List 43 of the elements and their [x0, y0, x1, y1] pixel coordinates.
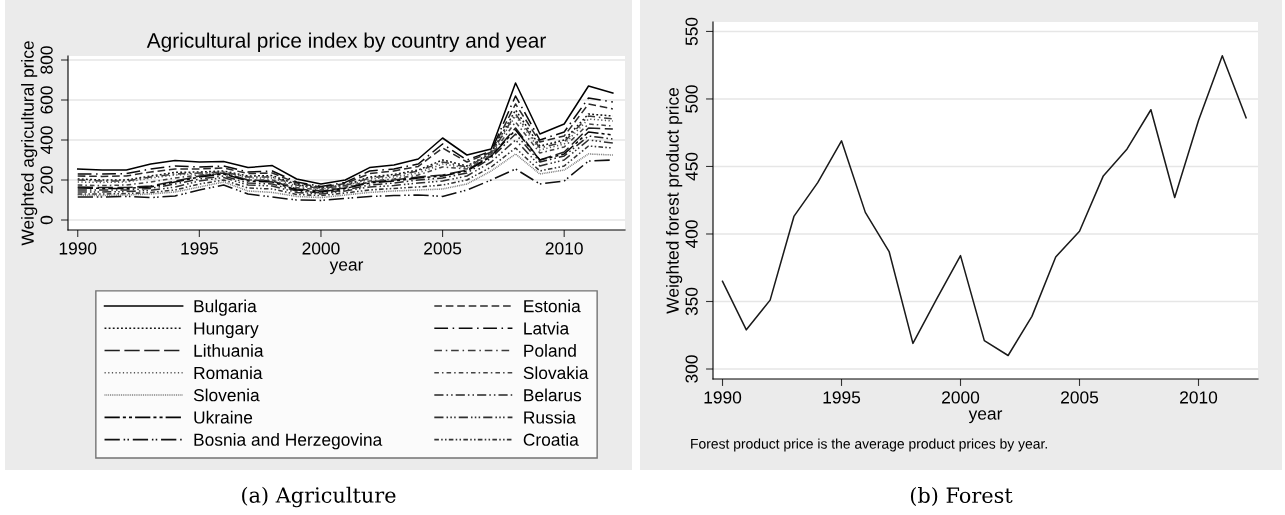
x-tick-label: 1990 — [59, 242, 97, 255]
legend-label: Lithuania — [194, 344, 264, 357]
text: Forest product price is the average product prices by year. — [691, 438, 1047, 452]
y-tick-label: 800 — [40, 46, 53, 74]
y-tick-label: 350 — [685, 287, 698, 316]
legend-label: Romania — [194, 366, 263, 380]
x-tick-label: 2010 — [1180, 391, 1218, 404]
y-tick-label: 200 — [40, 166, 53, 194]
legend-label: Latvia — [524, 321, 570, 335]
chart-title: Agricultural price index by country and year — [146, 32, 546, 52]
legend-label: Bulgaria — [194, 299, 257, 316]
x-tick-label: 1990 — [704, 391, 742, 404]
y-tick-label: 450 — [685, 152, 698, 181]
legend-label: Estonia — [524, 299, 581, 313]
legend-label: Bosnia and Herzegovina — [194, 433, 383, 450]
text: (a) Agriculture — [242, 486, 396, 508]
y-tick-label: 0 — [40, 215, 53, 225]
x-tick-label: 1995 — [823, 391, 861, 404]
x-tick-label: 2000 — [302, 242, 340, 255]
legend-label: Russia — [524, 410, 576, 424]
y-axis-title: Weighted agricultural price — [21, 41, 38, 246]
y-tick-label: 550 — [685, 17, 698, 46]
legend-label: Croatia — [523, 433, 579, 446]
y-tick-label: 300 — [685, 355, 698, 383]
x-tick-label: 1995 — [181, 242, 218, 255]
y-axis-title: Weighted forest product price — [666, 88, 683, 314]
x-tick-label: 2010 — [545, 242, 583, 255]
x-tick-label: 2005 — [1061, 391, 1099, 404]
y-tick-label: 400 — [40, 126, 53, 155]
x-axis-title: year — [968, 410, 1003, 424]
y-tick-label: 500 — [685, 85, 698, 113]
text: (b) Forest — [910, 486, 1013, 506]
y-tick-label: 400 — [685, 220, 698, 249]
legend-label: Slovakia — [523, 366, 589, 380]
x-tick-label: 2005 — [424, 242, 462, 255]
legend-label: Belarus — [524, 388, 582, 402]
legend-label: Hungary — [194, 322, 259, 339]
legend-label: Slovenia — [193, 388, 260, 402]
x-axis-title: year — [329, 261, 364, 275]
legend-label: Poland — [524, 344, 576, 357]
y-tick-label: 600 — [40, 86, 53, 114]
legend-label: Ukraine — [194, 410, 253, 424]
x-tick-label: 2000 — [942, 391, 980, 404]
